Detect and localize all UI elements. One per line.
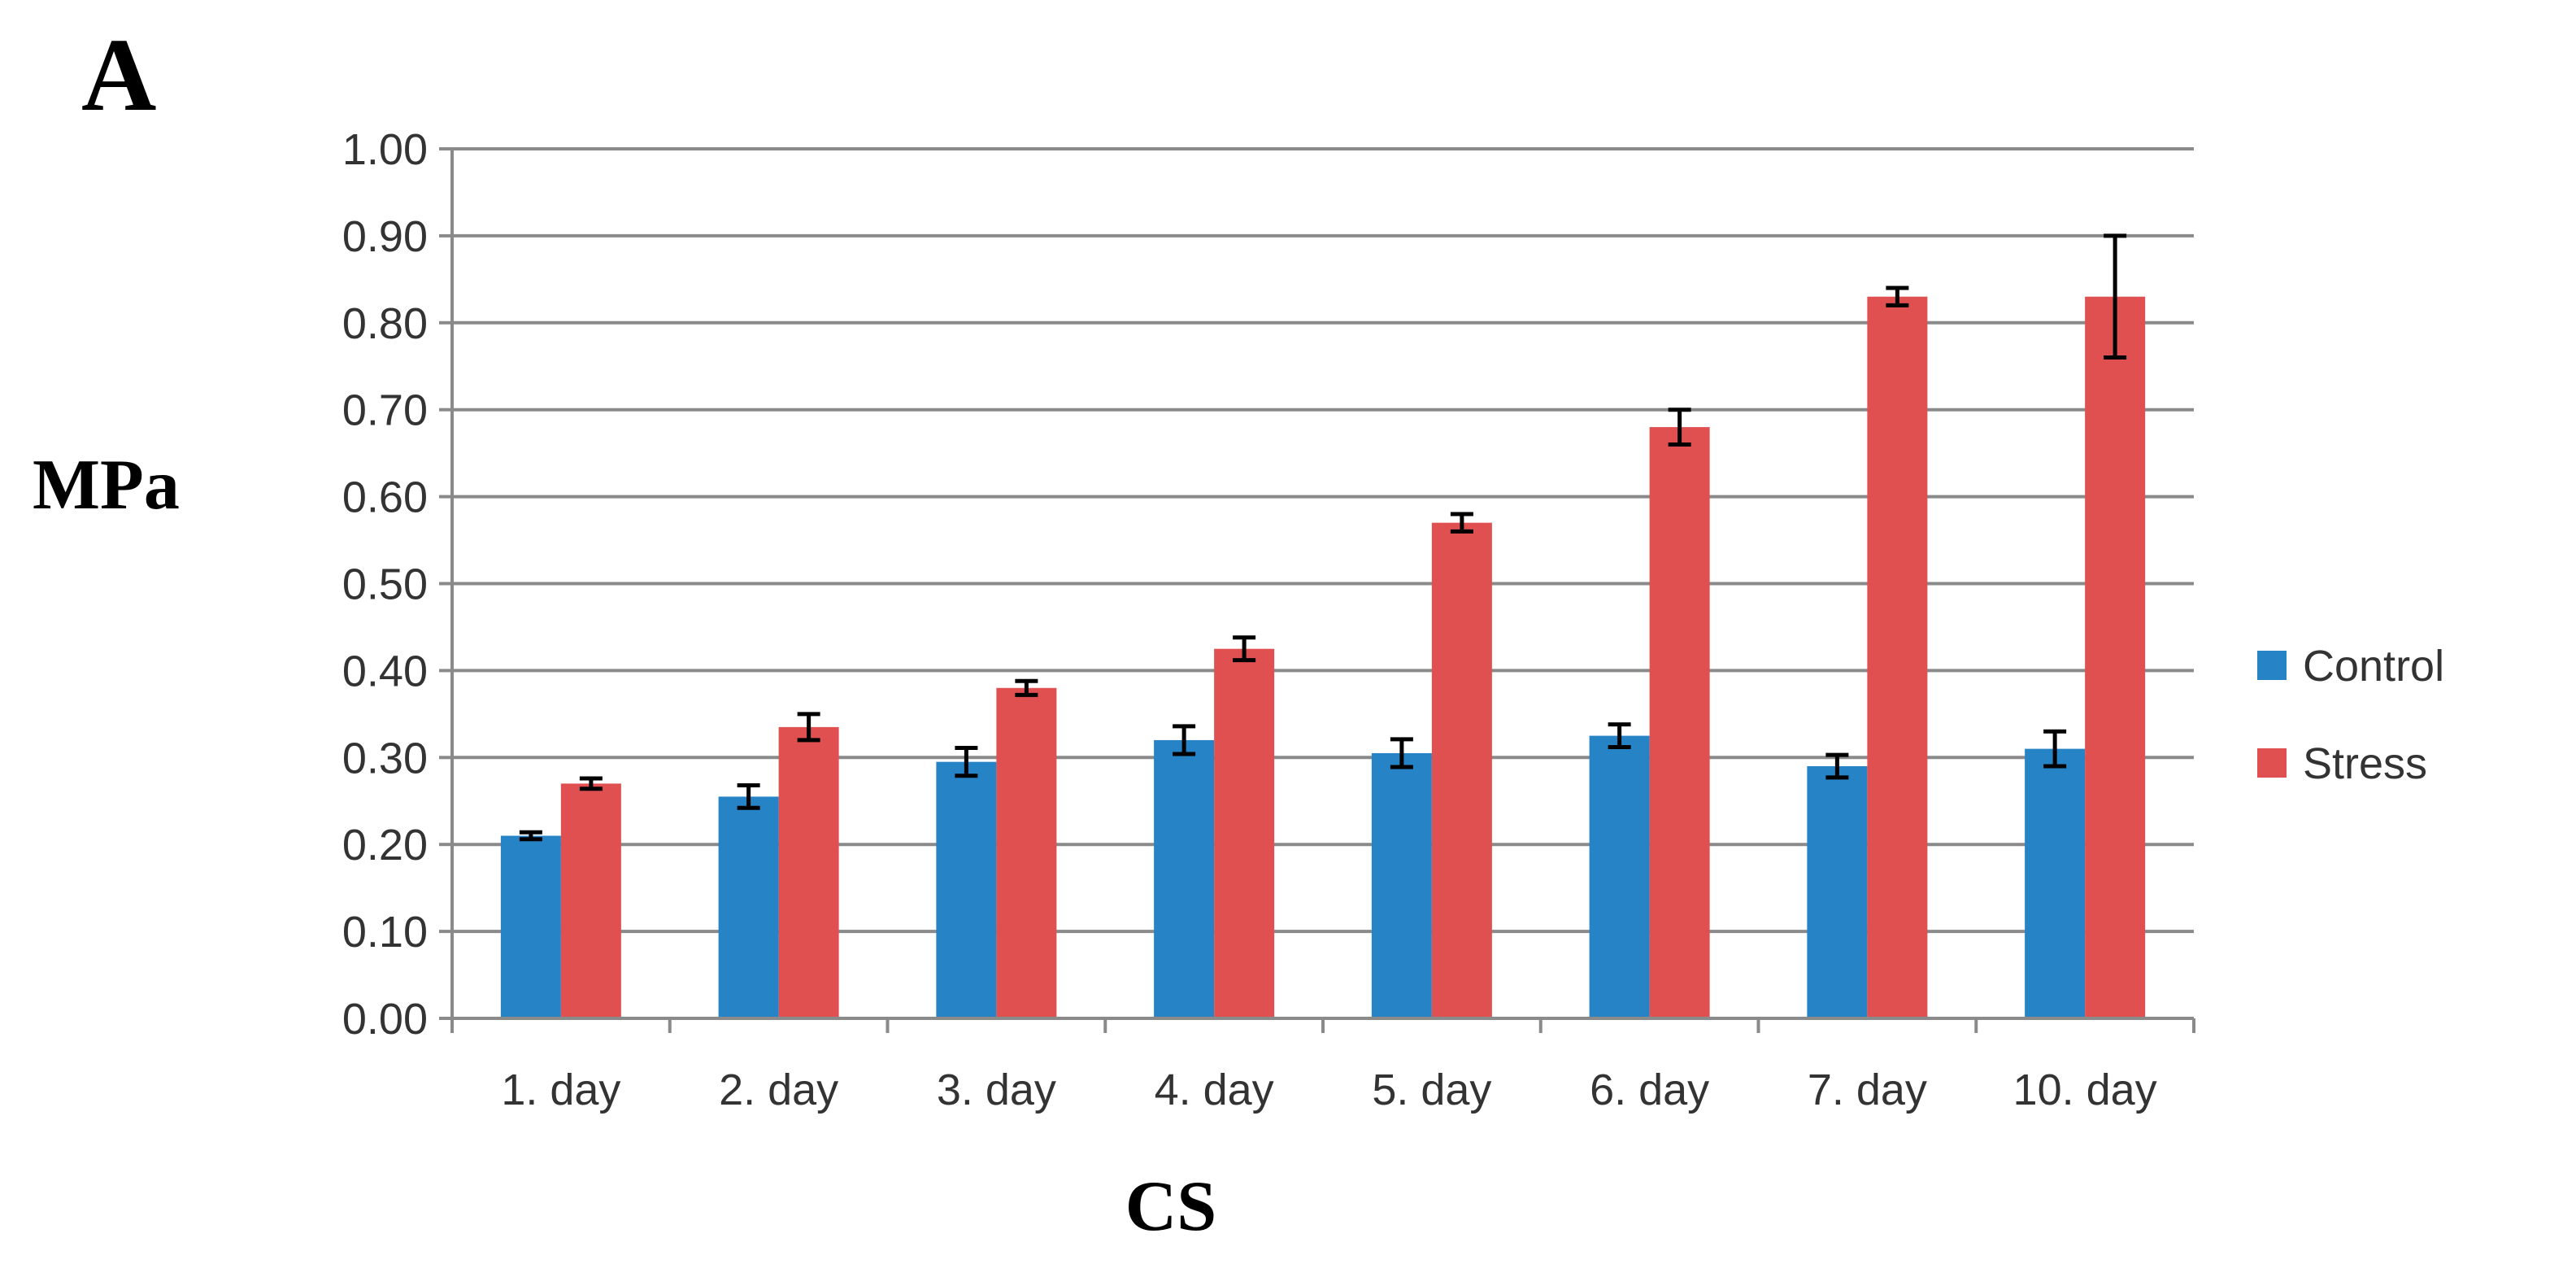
error-bar	[2043, 729, 2067, 769]
bar-stress	[778, 726, 839, 1018]
legend-item-control: Control	[2257, 642, 2444, 691]
panel-label: A	[81, 17, 156, 133]
error-bar	[1390, 737, 1413, 769]
x-axis-title: CS	[1125, 1167, 1217, 1246]
bar-control	[936, 761, 997, 1018]
error-bar	[1233, 635, 1256, 663]
y-tick-label: 0.70	[342, 386, 428, 435]
y-tick-labels: 0.00 0.10 0.20 0.30 0.40 0.50 0.60 0.70 0.80 0.90…	[342, 125, 428, 1044]
error-bars	[519, 233, 2127, 842]
category-labels: 1. day 2. day 3. day 4. day 5. day 6. day 7. d…	[501, 1066, 2156, 1114]
y-tick-label: 0.90	[342, 212, 428, 261]
bar-control	[2025, 748, 2086, 1018]
x-tick-label: 10. day	[2013, 1066, 2157, 1114]
legend: Control Stress	[2257, 642, 2444, 788]
error-bar	[797, 712, 820, 743]
bar-stress	[996, 687, 1057, 1018]
legend-swatch	[2257, 651, 2287, 680]
bar-stress	[1214, 648, 1275, 1018]
legend-label: Control	[2303, 642, 2444, 691]
bar-control	[1371, 752, 1432, 1018]
bar-stress	[2085, 296, 2146, 1019]
error-bar	[1015, 678, 1038, 697]
error-bar	[737, 783, 760, 810]
bar-stress	[1649, 427, 1710, 1018]
error-bar	[1173, 724, 1196, 756]
y-tick-label: 0.60	[342, 473, 428, 522]
y-tick-label: 0.10	[342, 908, 428, 957]
x-tick-label: 3. day	[937, 1066, 1056, 1114]
bar-control	[1807, 765, 1868, 1018]
x-tick-label: 4. day	[1155, 1066, 1274, 1114]
x-tick-label: 7. day	[1808, 1066, 1927, 1114]
y-axis-title: MPa	[33, 446, 180, 525]
legend-item-stress: Stress	[2257, 739, 2427, 788]
bar-control	[1154, 739, 1215, 1018]
bar-control	[500, 835, 561, 1018]
axes	[450, 149, 2195, 1033]
legend-swatch	[2257, 748, 2287, 778]
legend-label: Stress	[2303, 739, 2427, 788]
bar-stress	[560, 783, 621, 1018]
error-bar	[1886, 285, 1909, 307]
y-tick-label: 0.50	[342, 560, 428, 609]
error-bar	[2104, 233, 2127, 360]
bar-stress	[1867, 296, 1928, 1019]
error-bar	[1450, 512, 1473, 534]
error-bar	[579, 776, 603, 791]
bars	[500, 296, 2146, 1019]
bar-control	[1589, 735, 1650, 1018]
error-bar	[1825, 752, 1849, 780]
y-tick-label: 0.00	[342, 995, 428, 1044]
error-bar	[955, 746, 978, 778]
error-bar	[1668, 408, 1691, 447]
y-tick-label: 0.20	[342, 821, 428, 870]
y-tick-label: 0.30	[342, 734, 428, 782]
y-tick-label: 0.40	[342, 647, 428, 695]
bar-control	[718, 796, 779, 1018]
error-bar	[1608, 722, 1631, 749]
x-tick-label: 2. day	[719, 1066, 838, 1114]
x-tick-label: 5. day	[1372, 1066, 1491, 1114]
x-tick-label: 1. day	[501, 1066, 620, 1114]
gridlines	[439, 147, 2194, 1020]
bar-stress	[1431, 522, 1492, 1018]
y-tick-label: 0.80	[342, 299, 428, 348]
x-tick-label: 6. day	[1590, 1066, 1709, 1114]
y-tick-label: 1.00	[342, 125, 428, 174]
error-bar	[519, 830, 542, 842]
